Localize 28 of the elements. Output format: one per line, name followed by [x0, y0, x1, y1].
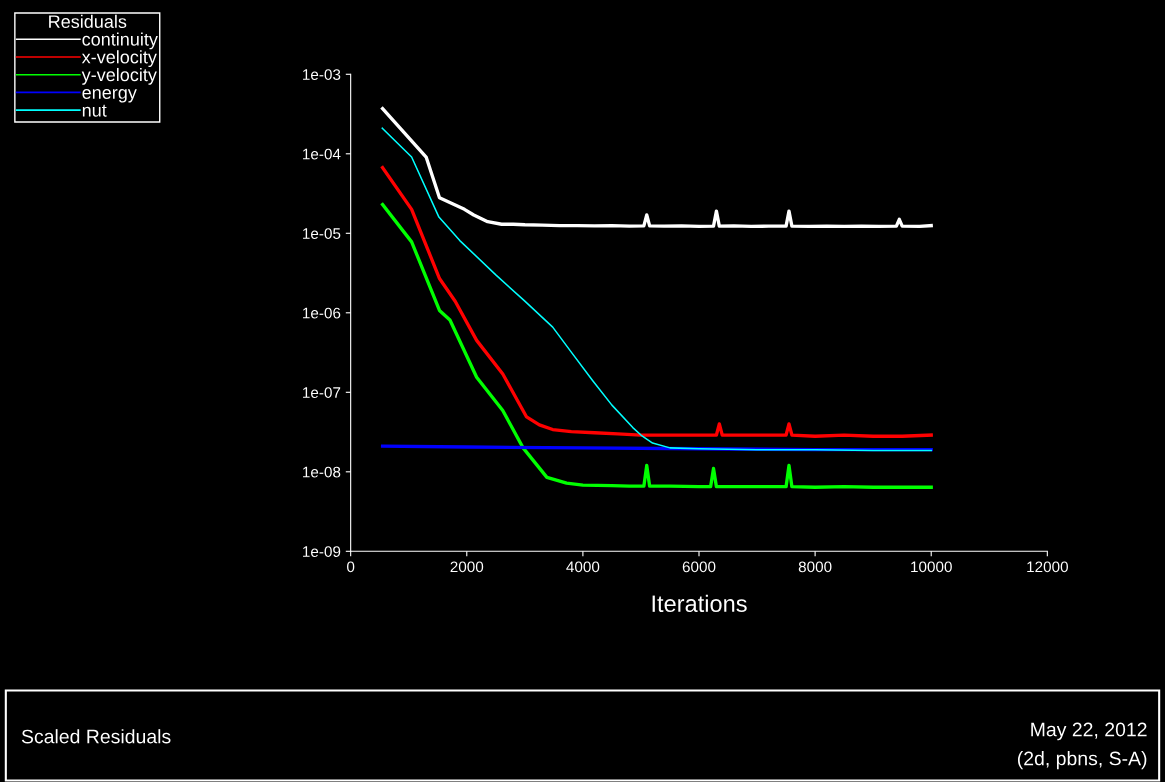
line-series: [380, 165, 933, 438]
line-series: [380, 202, 933, 489]
legend-label: x-velocity: [81, 50, 157, 68]
legend-title: Residuals: [49, 14, 127, 29]
x-axis-title: Iterations: [652, 594, 747, 613]
x-tick-label: 8000: [798, 561, 832, 573]
text: (2d, pbns, S-A): [1017, 751, 1147, 770]
x-tick-label: 10000: [911, 561, 952, 573]
x-tick-label: 0: [347, 561, 355, 573]
x-tick-label: 4000: [566, 561, 600, 573]
legend-label: continuity: [82, 32, 158, 50]
y-tick-label: 1e-06: [303, 307, 341, 319]
text: May 22, 2012: [1031, 722, 1147, 741]
text: Scaled Residuals: [21, 729, 171, 744]
x-tick-label: 2000: [450, 561, 484, 573]
legend-label: energy: [82, 89, 137, 103]
y-tick-label: 1e-09: [303, 546, 341, 557]
x-tick-label: 6000: [682, 561, 716, 573]
legend-label: nut: [82, 104, 107, 117]
y-tick-label: 1e-08: [303, 466, 341, 478]
line-series: [381, 127, 932, 452]
y-tick-label: 1e-05: [303, 228, 341, 239]
legend-label: y-velocity: [81, 67, 157, 85]
y-tick-label: 1e-04: [303, 148, 341, 160]
y-tick-label: 1e-07: [303, 387, 341, 398]
x-tick-label: 12000: [1027, 561, 1068, 573]
y-tick-label: 1e-03: [303, 69, 341, 80]
line-series: [380, 106, 933, 229]
